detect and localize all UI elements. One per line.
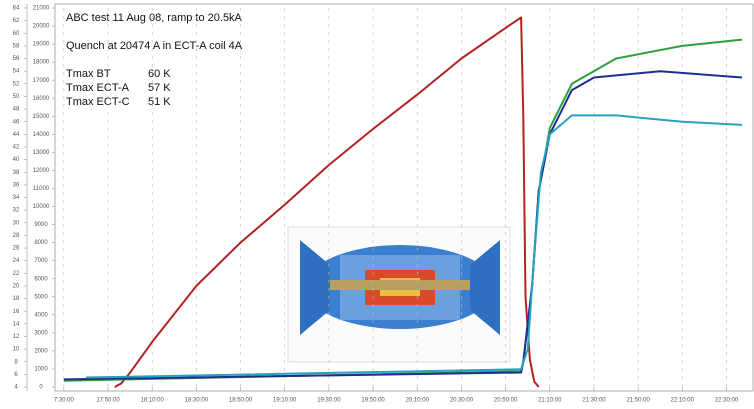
y-tick-label: 24 (13, 258, 20, 264)
x-tick-label: 7:30:00 (54, 398, 75, 404)
y2-tick-label: 1000 (34, 367, 48, 373)
y-tick-label: 48 (13, 107, 20, 113)
y2-tick-label: 18000 (33, 60, 50, 66)
y-tick-label: 62 (13, 18, 20, 24)
y-tick-label: 44 (13, 132, 20, 138)
y2-tick-label: 2000 (34, 348, 48, 354)
y-tick-label: 38 (13, 170, 20, 176)
y2-tick-label: 8000 (34, 240, 48, 246)
x-tick-label: 19:10:00 (273, 398, 297, 404)
y2-tick-label: 17000 (33, 78, 50, 84)
table-cell: Tmax ECT-C (66, 96, 130, 108)
y-tick-label: 10 (13, 347, 20, 353)
x-tick-label: 20:10:00 (406, 398, 430, 404)
table-cell: Tmax BT (66, 68, 111, 80)
annotation: Quench at 20474 A in ECT-A coil 4A (66, 40, 243, 52)
x-tick-label: 18:30:00 (185, 398, 209, 404)
y-tick-label: 58 (13, 43, 20, 49)
chart: ABC test 11 Aug 08, ramp to 20.5kA Quenc… (0, 0, 754, 409)
table-cell: 51 K (148, 96, 171, 108)
y2-tick-label: 11000 (33, 186, 50, 192)
y-tick-label: 50 (13, 94, 20, 100)
y-tick-label: 20 (13, 284, 20, 290)
table-cell: 60 K (148, 68, 171, 80)
y-tick-label: 30 (13, 220, 20, 226)
y2-tick-label: 6000 (34, 276, 48, 282)
y-tick-label: 32 (13, 208, 20, 214)
y2-tick-label: 12000 (33, 168, 50, 174)
y2-tick-label: 4000 (34, 312, 48, 318)
x-tick-label: 17:50:00 (96, 398, 120, 404)
x-tick-label: 18:50:00 (229, 398, 253, 404)
y2-tick-label: 19000 (33, 42, 50, 48)
x-tick-label: 21:30:00 (582, 398, 606, 404)
y-tick-label: 56 (13, 56, 20, 62)
y2-tick-label: 5000 (34, 294, 48, 300)
y-tick-label: 16 (13, 309, 20, 315)
y2-tick-label: 15000 (33, 114, 50, 120)
y-tick-label: 60 (13, 31, 20, 37)
y-tick-label: 64 (13, 6, 20, 12)
y2-tick-label: 9000 (34, 222, 48, 228)
y-tick-label: 40 (13, 157, 20, 163)
annotation: ABC test 11 Aug 08, ramp to 20.5kA (66, 12, 243, 24)
y-tick-label: 46 (13, 119, 20, 125)
x-tick-label: 20:30:00 (450, 398, 474, 404)
x-tick-label: 19:30:00 (317, 398, 341, 404)
y2-tick-label: 21000 (33, 6, 50, 12)
table-cell: 57 K (148, 82, 171, 94)
y2-tick-label: 3000 (34, 330, 48, 336)
y-tick-label: 42 (13, 145, 20, 151)
y-tick-label: 36 (13, 182, 20, 188)
y-tick-label: 54 (13, 69, 20, 75)
x-tick-label: 18:10:00 (141, 398, 165, 404)
x-tick-label: 21:10:00 (538, 398, 562, 404)
y2-tick-label: 16000 (33, 96, 50, 102)
y-tick-label: 28 (13, 233, 20, 239)
y2-tick-label: 13000 (33, 150, 50, 156)
table-cell: Tmax ECT-A (66, 82, 130, 94)
y-tick-label: 12 (13, 334, 20, 340)
x-tick-label: 21:50:00 (626, 398, 650, 404)
y2-tick-label: 10000 (33, 204, 50, 210)
x-tick-label: 22:30:00 (715, 398, 739, 404)
x-tick-label: 20:50:00 (494, 398, 518, 404)
y-tick-label: 34 (13, 195, 20, 201)
y2-tick-label: 7000 (34, 258, 48, 264)
y-tick-label: 52 (13, 81, 20, 87)
x-tick-label: 19:50:00 (361, 398, 385, 404)
y2-tick-label: 20000 (33, 24, 50, 30)
x-tick-label: 22:10:00 (671, 398, 695, 404)
y-tick-label: 14 (13, 321, 20, 327)
inset-picture (288, 227, 510, 362)
y2-tick-label: 14000 (33, 132, 50, 138)
y-tick-label: 18 (13, 296, 20, 302)
y-tick-label: 26 (13, 246, 20, 252)
y-tick-label: 22 (13, 271, 20, 277)
